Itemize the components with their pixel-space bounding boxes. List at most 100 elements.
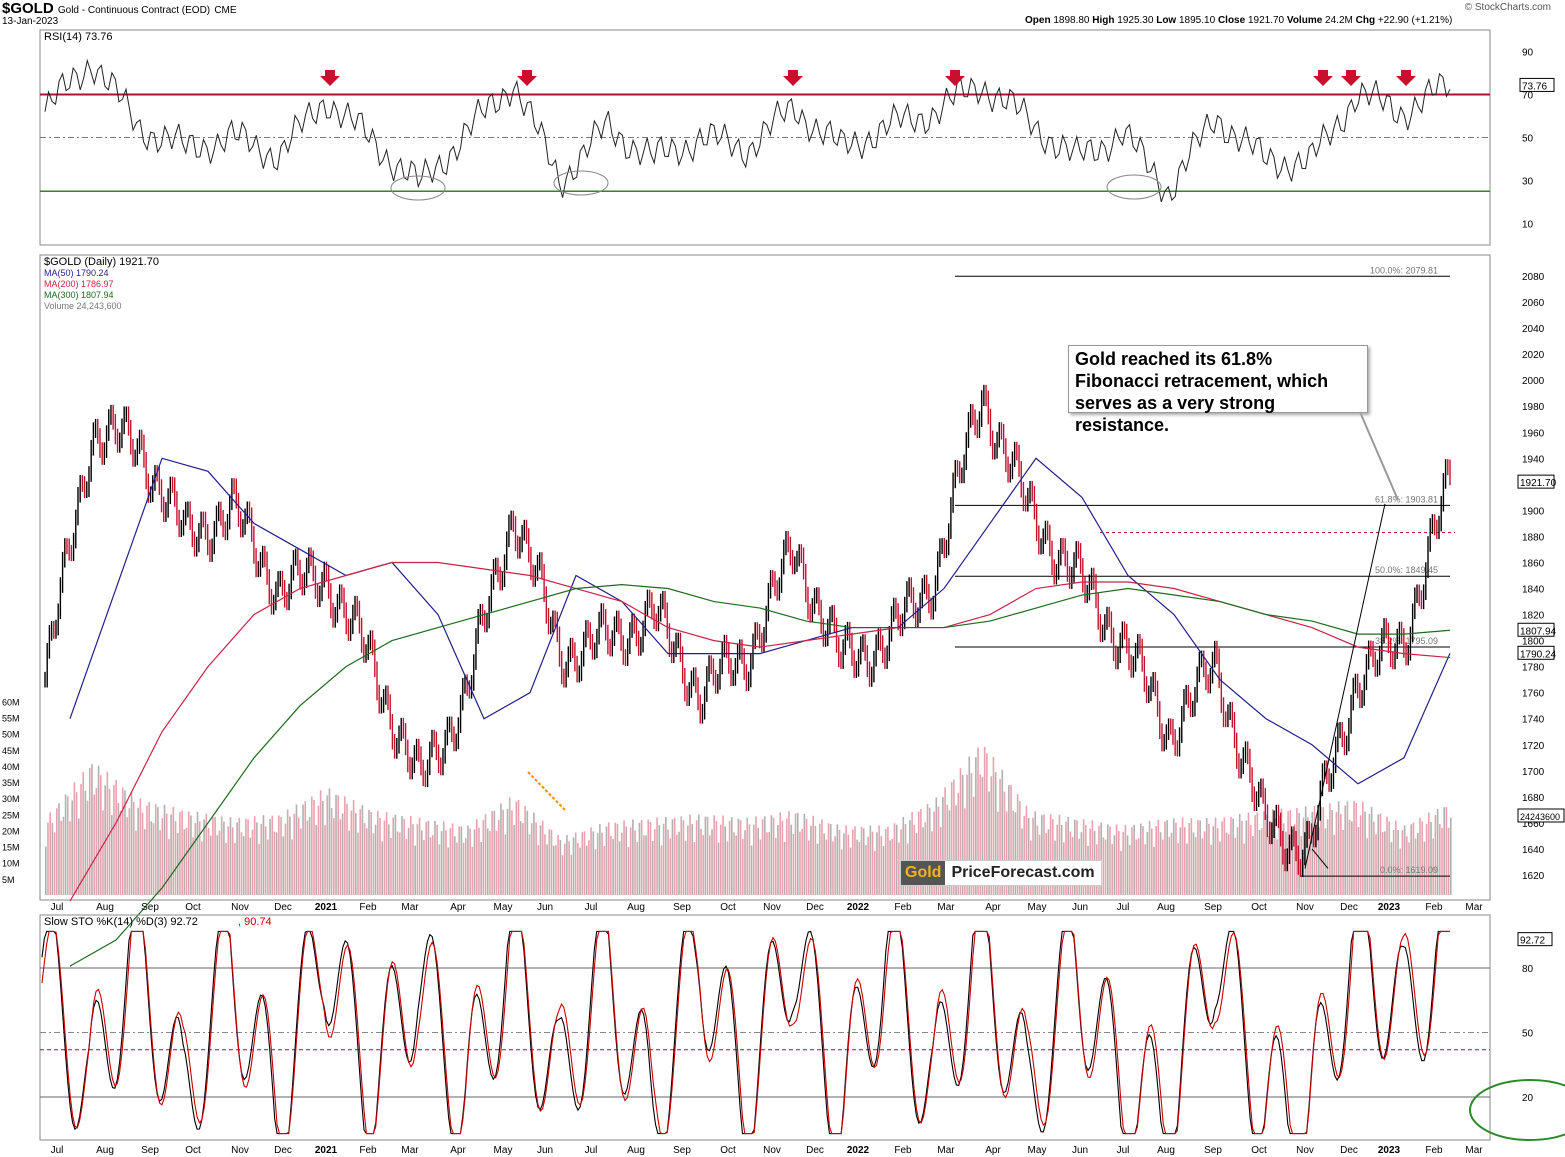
volume-bar [1344,805,1347,895]
volume-bar [388,824,390,895]
volume-bar [238,817,241,895]
volume-bar [442,821,445,895]
ohlc-volume-value: 24.2M [1325,15,1356,26]
volume-bar [1016,794,1019,895]
x-tick-label-bottom: Nov [231,1145,249,1156]
volume-bar [533,812,535,895]
volume-bar [295,804,298,895]
volume-bar [262,815,265,895]
volume-bar [592,831,595,895]
oversold-circle [390,175,446,201]
volume-tick-label: 45M [2,746,20,756]
x-tick-label-bottom: Mar [1465,1145,1483,1156]
x-tick-label-bottom: May [494,1145,513,1156]
volume-bar [398,832,401,895]
volume-bar [370,812,373,895]
volume-bar [495,830,498,895]
volume-bar [961,774,964,895]
volume-bar [1364,811,1366,895]
price-tick-label: 1860 [1522,558,1545,569]
volume-bar [355,813,357,895]
volume-bar [847,834,850,895]
volume-bar [887,826,889,895]
volume-bar [873,850,876,895]
volume-bar [1144,844,1146,895]
price-tick-label: 1900 [1522,506,1545,517]
volume-bar [1430,821,1432,895]
volume-bar [319,790,322,895]
volume-bar [748,824,751,895]
volume-bar [656,817,658,895]
volume-bar [660,845,663,895]
volume-bar [357,832,359,895]
volume-bar [344,796,346,895]
volume-bar [550,829,553,895]
volume-bar [1183,827,1186,895]
rsi-line [44,58,1451,203]
volume-bar [1342,830,1344,895]
volume-bar [1425,823,1428,895]
volume-bar [286,809,289,895]
x-tick-label-bottom: Jul [51,1145,64,1156]
volume-bar [71,800,73,895]
ohlc-close-value: 1921.70 [1247,15,1287,26]
volume-bar [1133,824,1135,895]
volume-bar [45,846,47,895]
price-tick-label: 2040 [1522,324,1545,335]
x-tick-label-bottom: Feb [1425,1145,1443,1156]
volume-bar [1142,826,1144,895]
volume-bar [1124,825,1127,895]
volume-bar [955,805,957,895]
x-tick-label: Jul [51,902,64,913]
volume-bar [1381,832,1384,895]
rsi-last-value: 73.76 [1522,81,1547,92]
volume-bar [722,815,724,895]
volume-bar [1223,817,1226,895]
price-tick-label: 1980 [1522,402,1545,413]
x-tick-label: Jul [585,902,598,913]
x-axis: Jul Jul Aug Aug Sep Sep Oct Oct Nov Nov Dec Dec 2021… [51,902,1484,1156]
volume-bar [627,847,630,895]
volume-bar [251,829,254,895]
fibonacci-callout: Gold reached its 61.8% Fibonacci retrace… [1068,345,1368,435]
volume-bar [214,816,216,895]
volume-bar [203,819,205,895]
rsi-last-value-box [1519,77,1555,92]
volume-bar [95,788,98,895]
volume-bar [728,821,731,895]
volume-bar [1172,818,1175,895]
volume-bar [423,840,425,895]
volume-bar [823,833,825,895]
volume-bar [157,807,159,895]
volume-bar [1373,821,1375,895]
volume-bar [139,798,142,895]
volume-bar [82,771,84,895]
volume-bar [662,823,665,895]
volume-bar [1008,785,1010,895]
trend-line [1311,848,1329,869]
volume-bar [1366,838,1369,895]
price-tick-label: 1820 [1522,611,1545,622]
volume-bar [128,808,131,895]
volume-bar [308,817,311,895]
volume-bar [752,824,755,895]
volume-bar [207,827,210,895]
volume-bar [629,827,632,895]
x-tick-label-bottom: 2021 [315,1145,338,1156]
volume-bar [596,833,599,895]
volume-bar [843,833,845,895]
volume-bar [1263,811,1265,895]
price-tick-label: 1960 [1522,428,1545,439]
price-legend-item: MA(300) 1807.94 [44,290,114,300]
volume-bar [247,819,249,895]
volume-bar [1001,769,1004,895]
volume-bar [1212,826,1215,895]
volume-bar [1439,824,1441,895]
volume-bar [636,842,639,895]
volume-bar [1434,815,1437,895]
moving-average-line [69,457,1451,785]
x-tick-label-bottom: Nov [763,1145,781,1156]
volume-bar [176,832,179,895]
volume-bar [1406,836,1408,895]
volume-bar [1100,822,1102,895]
